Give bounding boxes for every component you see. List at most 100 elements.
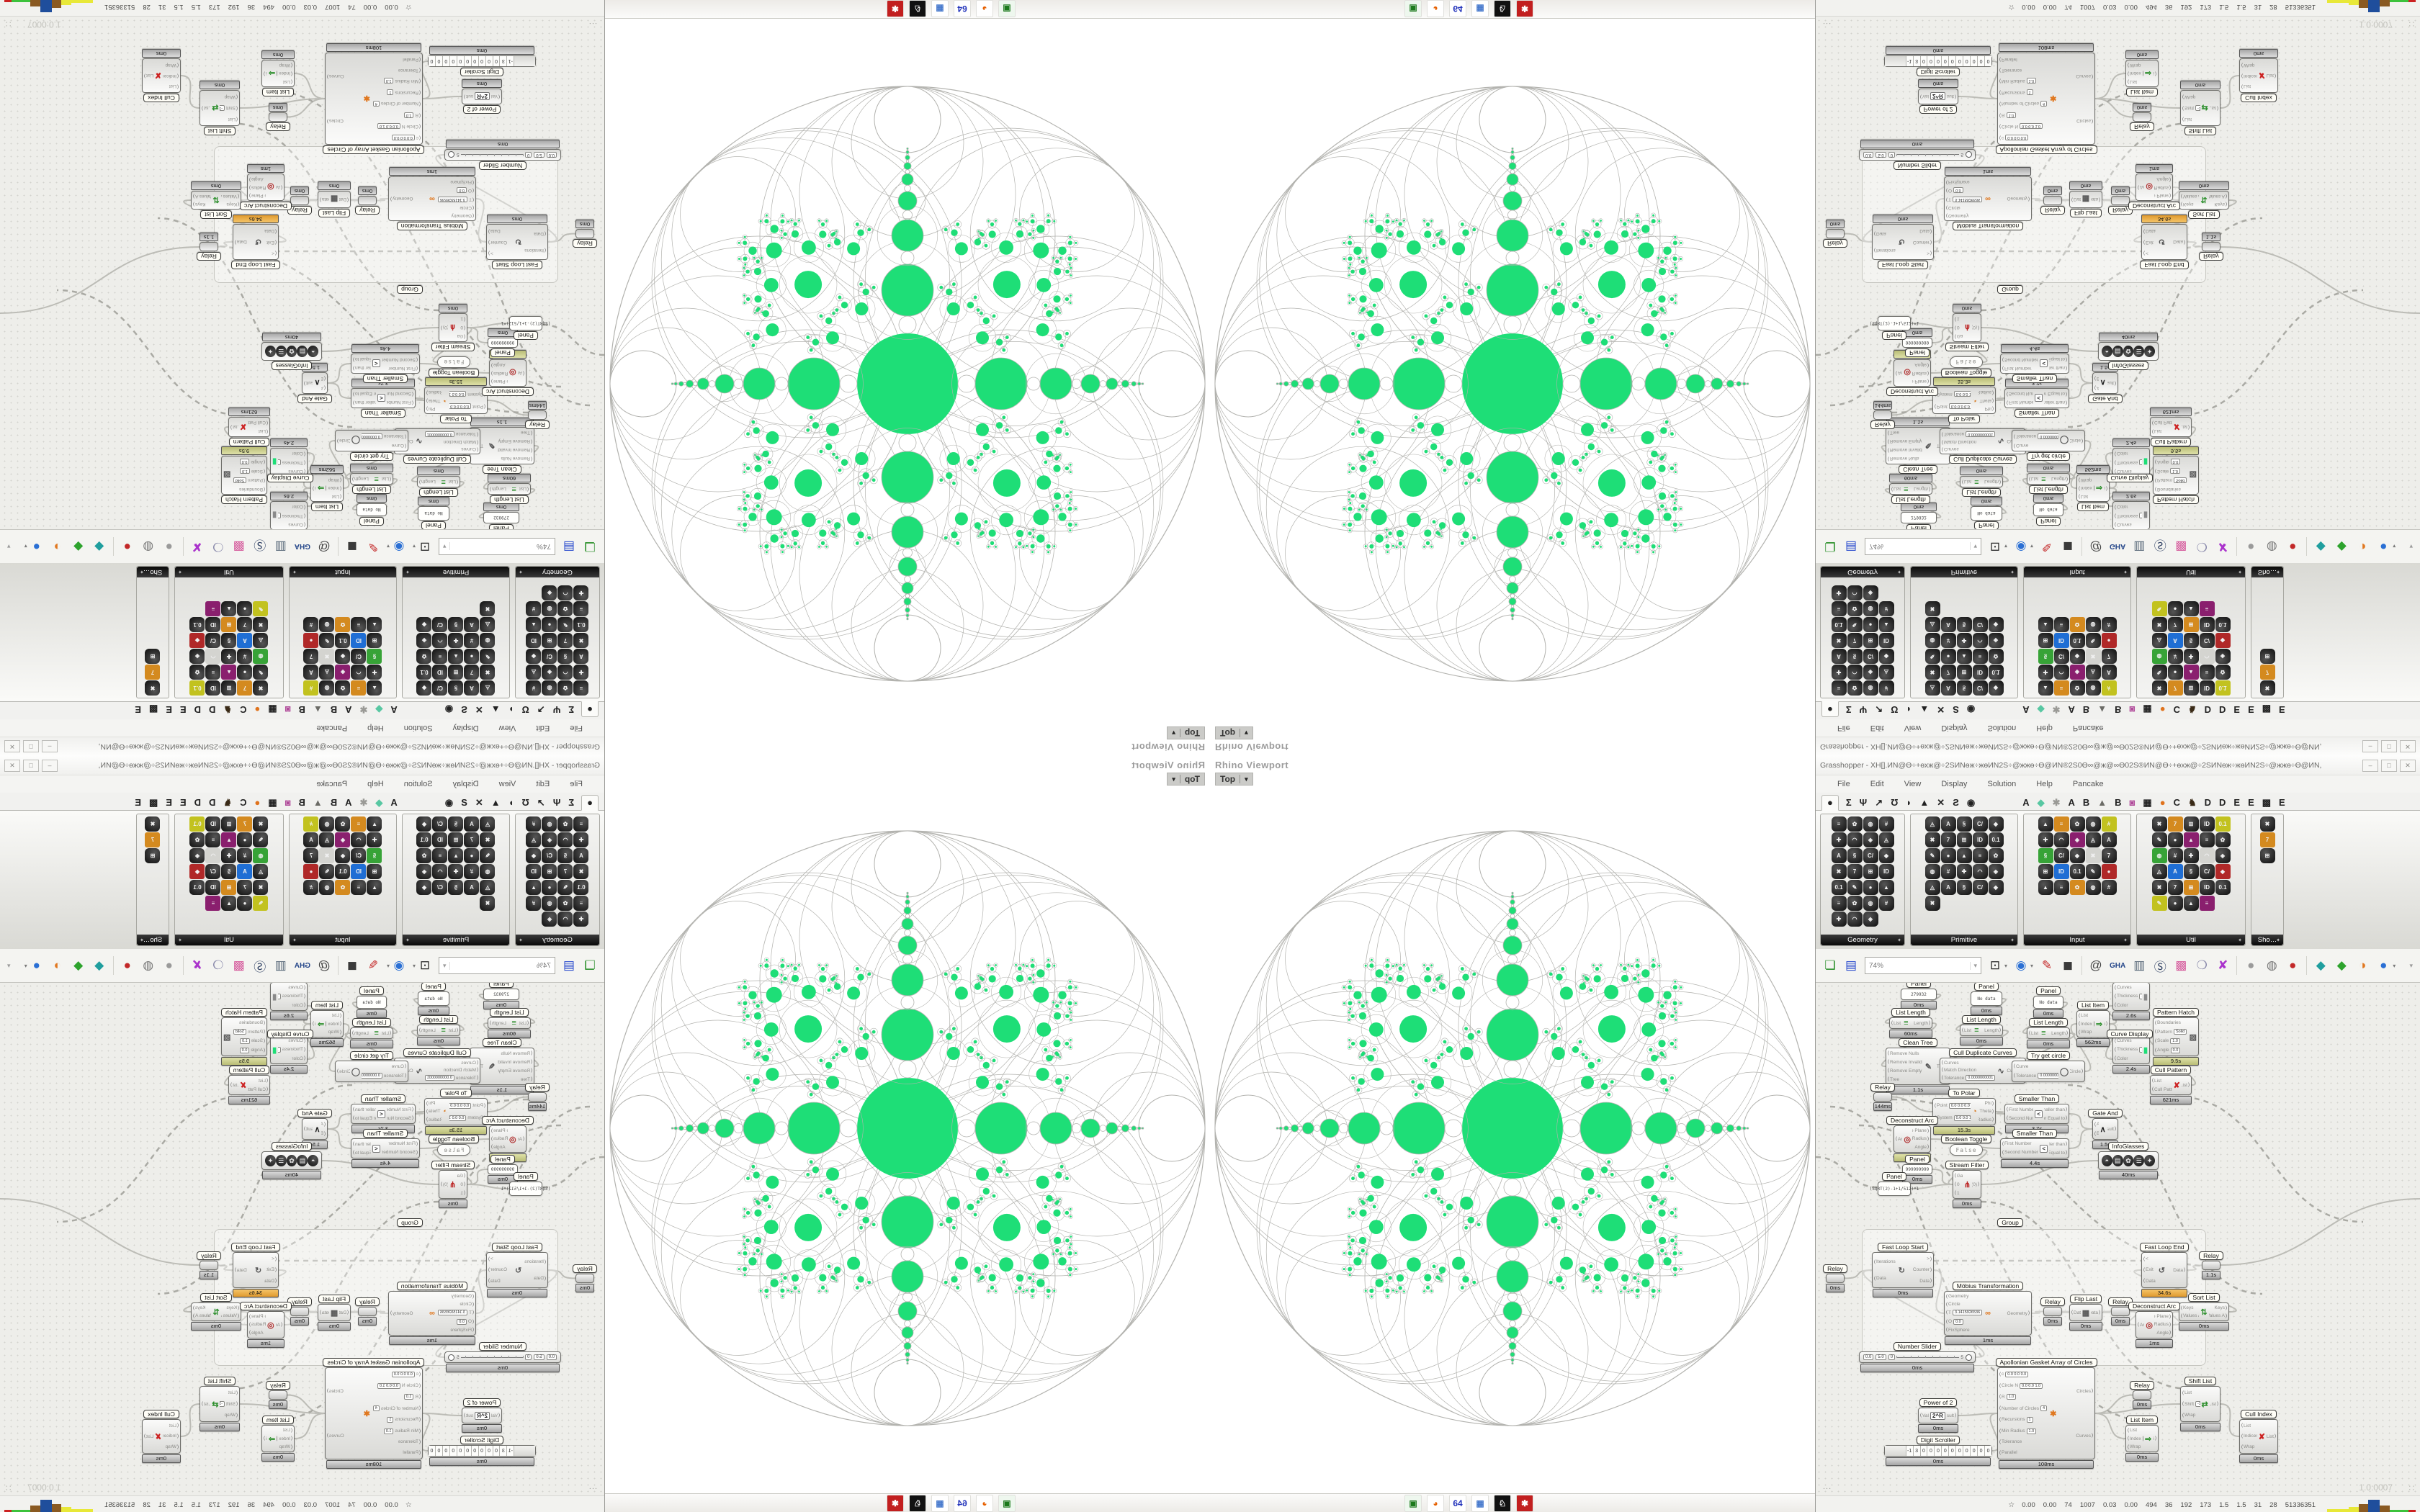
component-icon[interactable]: ◠ [2199,649,2215,664]
component-icon[interactable]: ✖ [573,864,589,879]
gem-blue-icon[interactable]: ● [32,540,40,554]
component-icon[interactable]: ✖ [1924,601,1940,616]
node-relay[interactable]: Relay 0ms [1823,220,1847,248]
tab-plugin-a2[interactable]: A [345,797,352,808]
gem-green-icon[interactable]: ◆ [73,958,84,972]
component-icon[interactable]: ID [2199,816,2215,832]
preview-shaded-icon[interactable]: ● [123,540,131,554]
component-icon[interactable]: C/ [351,649,367,664]
gha-installer-icon[interactable]: GHA [294,542,310,551]
component-icon[interactable]: 7 [2259,832,2275,847]
component-icon[interactable]: § [1956,816,1972,832]
tab-plugin-dotgrid[interactable]: ▩ [148,704,158,715]
node-list-item[interactable]: List ItemListIndex0Wrap⇒i562ms [310,465,344,511]
tab-params[interactable]: ● [1821,795,1839,811]
node-m-bius-transformation[interactable]: Möbius TransformationGeometryCircleT3.14… [388,1282,476,1345]
component-icon[interactable]: ✖ [2085,848,2101,863]
node-stream-filter[interactable]: Stream FilterGate01⋔S(0)0ms [431,1161,475,1208]
component-icon[interactable]: ⊞ [145,649,161,664]
component-icon[interactable]: # [2101,816,2117,832]
infoglasses-icon[interactable]: ◓ [2102,346,2112,357]
component-icon[interactable]: ▲ [1878,617,1894,632]
component-icon[interactable]: ◈ [1863,585,1878,600]
component-icon[interactable]: 7 [464,665,480,680]
node-cull-pattern[interactable]: Cull PatternListCull Pattern✘List621ms [2150,408,2192,446]
component-icon[interactable]: ◆ [1988,617,2004,632]
gem-orange-icon[interactable]: ◑ [2359,540,2367,554]
component-icon[interactable]: ≡ [351,617,367,632]
node-list-item[interactable]: List ItemListIndex0Wrap⇒i0ms [261,50,295,96]
component-icon[interactable]: ✿ [557,680,573,696]
component-icon[interactable]: A [1940,680,1956,696]
component-icon[interactable]: # [1878,680,1894,696]
palette-panel-label[interactable]: Util ✦ [2137,935,2245,945]
component-icon[interactable]: ● [2167,896,2183,911]
gem-green-icon[interactable]: ◆ [2336,958,2347,972]
component-icon[interactable]: A [2101,665,2117,680]
node-relay[interactable]: Relay 0ms [2040,186,2065,215]
component-icon[interactable]: ✚ [2038,832,2053,847]
node-cull-index[interactable]: Cull IndexListIndicesWrap✘List0ms [142,49,181,102]
node-flip-last[interactable]: Flip LastData▦Data0ms [2069,181,2103,217]
gem-green-icon[interactable]: ◆ [73,540,84,554]
component-icon[interactable]: ID [2053,633,2069,648]
component-icon[interactable]: ▲ [367,880,382,895]
tab-plugin-gem[interactable]: ◆ [375,797,383,808]
preview-off-icon[interactable]: ● [165,958,173,972]
component-icon[interactable]: ✿ [1847,601,1863,616]
tab-plugin-a2[interactable]: A [2068,797,2075,808]
node-list-item[interactable]: List ItemListIndex0Wrap⇒i0ms [261,1416,295,1462]
node-relay[interactable]: Relay 0ms [2108,186,2133,215]
galapagos-icon[interactable]: ✘ [192,958,202,972]
component-icon[interactable]: 7 [557,633,573,648]
component-icon[interactable]: ● [237,832,253,847]
node-relay[interactable]: Relay 0ms [2130,1381,2154,1409]
calculator-icon[interactable]: ▦ [931,0,949,17]
component-icon[interactable]: ◍ [2151,848,2167,863]
component-icon[interactable]: 7 [145,832,161,847]
component-icon[interactable]: ID [2199,617,2215,632]
component-icon[interactable]: ◠ [1847,665,1863,680]
node-boolean-toggle[interactable]: Boolean Toggle False [428,1135,480,1156]
tab-maths[interactable]: Σ [568,797,575,808]
component-icon[interactable]: ≡ [205,832,221,847]
component-icon[interactable]: ✎ [253,665,269,680]
node-panel[interactable]: Panel No data 0ms [1970,497,2003,529]
toolbar-overflow-icon[interactable]: ▾ [7,543,11,551]
component-icon[interactable]: ID [1878,864,1894,879]
node-pattern-hatch[interactable]: Pattern HatchBoundariesPatternSolidScale… [221,1008,267,1066]
component-icon[interactable]: ◍ [319,680,335,696]
title-bar[interactable]: Grasshopper - XH[].ИN@Ө÷+өхж@÷2SИNөж÷жөИ… [1816,756,2420,775]
component-icon[interactable]: ● [237,896,253,911]
tab-intersect[interactable]: ✕ [475,704,483,715]
component-icon[interactable]: ✚ [221,649,237,664]
tab-surface[interactable]: ◗ [1906,797,1912,808]
find-icon[interactable]: Ⓢ [2154,960,2166,974]
component-icon[interactable]: § [2183,864,2199,879]
component-icon[interactable]: ✎ [253,832,269,847]
component-icon[interactable]: ◠ [205,649,221,664]
component-icon[interactable]: § [448,816,464,832]
toolbar-overflow-icon[interactable]: ▾ [2409,543,2413,551]
node-to-polar[interactable]: To PolarPoint0.0 0.0 0.0System0.0 0.0 1.… [424,377,488,423]
tab-display[interactable]: ◉ [444,797,454,808]
galapagos-icon[interactable]: ✘ [192,540,202,554]
canvas-menu-dots[interactable]: ... [588,1482,597,1491]
node-sort-list[interactable]: Sort ListKeysValues A⇅KeysValues A0ms [191,181,241,219]
component-icon[interactable]: ◠ [557,832,573,847]
minimize-button[interactable]: – [2362,759,2378,772]
component-icon[interactable]: ◆ [416,680,432,696]
infoglasses-icon[interactable]: ◓ [308,346,318,357]
component-icon[interactable]: ✎ [319,864,335,879]
notes-icon[interactable]: ▥ [274,958,287,972]
zoom-level-combo[interactable]: 74% ▾ [1865,957,1981,974]
component-icon[interactable]: ID [205,816,221,832]
component-icon[interactable]: ✿ [335,680,351,696]
component-icon[interactable]: C/ [432,880,448,895]
node-list-length[interactable]: List LengthList≡Length60ms [488,474,531,504]
component-icon[interactable]: ◆ [416,617,432,632]
firefox-icon[interactable]: ◕ [1427,1495,1444,1512]
component-icon[interactable]: ● [542,880,557,895]
tab-plugin-c[interactable]: C [240,797,247,808]
component-icon[interactable]: ✎ [2151,896,2167,911]
